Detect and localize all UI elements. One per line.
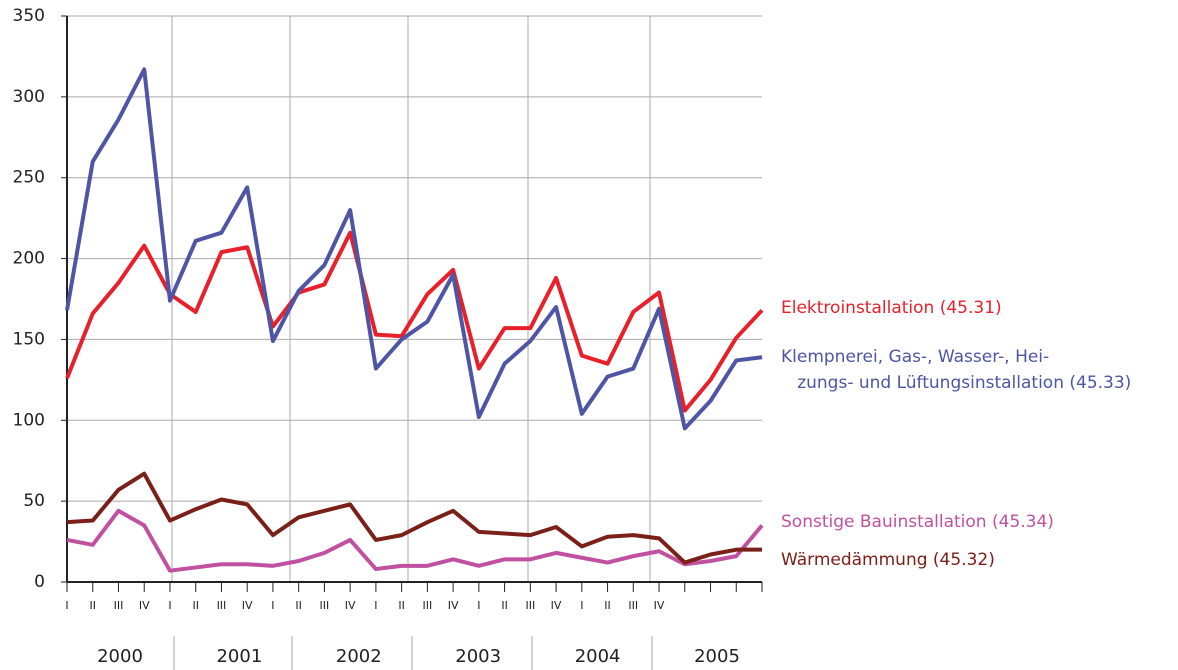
legend-label: Elektroinstallation (45.31) [781,298,1002,318]
year-label: 2004 [575,646,621,667]
x-tick-label: II [604,599,611,612]
x-tick-label: I [271,599,274,612]
x-tick-label: I [580,599,583,612]
year-label: 2003 [455,646,501,667]
x-tick-label: III [320,599,330,612]
x-tick-label: III [423,599,433,612]
y-tick-label: 100 [13,410,45,430]
x-tick-label: IV [448,599,459,612]
x-tick-label: III [217,599,227,612]
year-label: 2002 [336,646,382,667]
x-tick-label: IV [654,599,665,612]
y-tick-label: 300 [13,87,45,107]
y-tick-label: 350 [13,6,45,26]
y-tick-label: 0 [34,572,45,592]
x-tick-label: III [114,599,124,612]
legend-label: Klempnerei, Gas-, Wasser-, Hei- zungs- u… [781,347,1132,393]
series-line [65,230,764,413]
x-tick-label: I [168,599,171,612]
x-tick-label: I [374,599,377,612]
x-tick-label: IV [242,599,253,612]
x-tick-label: IV [551,599,562,612]
legend-label: Sonstige Bauinstallation (45.34) [781,512,1054,532]
x-tick-label: III [525,599,535,612]
x-tick-label: II [295,599,302,612]
year-label: 2000 [97,646,143,667]
x-tick-label: II [192,599,199,612]
y-tick-label: 200 [13,249,45,269]
legend-label: Wärmedämmung (45.32) [781,550,995,570]
x-tick-label: III [628,599,638,612]
x-tick-label: II [501,599,508,612]
x-tick-label: II [398,599,405,612]
x-tick-label: IV [345,599,356,612]
x-tick-label: II [89,599,96,612]
x-tick-label: I [477,599,480,612]
series-line [66,508,764,573]
year-label: 2005 [694,646,740,667]
y-tick-label: 50 [23,491,45,511]
y-tick-label: 150 [13,329,45,349]
x-tick-label: I [65,599,68,612]
series-line [66,471,762,565]
x-tick-label: IV [139,599,150,612]
y-tick-label: 250 [13,168,45,188]
year-label: 2001 [216,646,262,667]
series-line [65,67,763,431]
